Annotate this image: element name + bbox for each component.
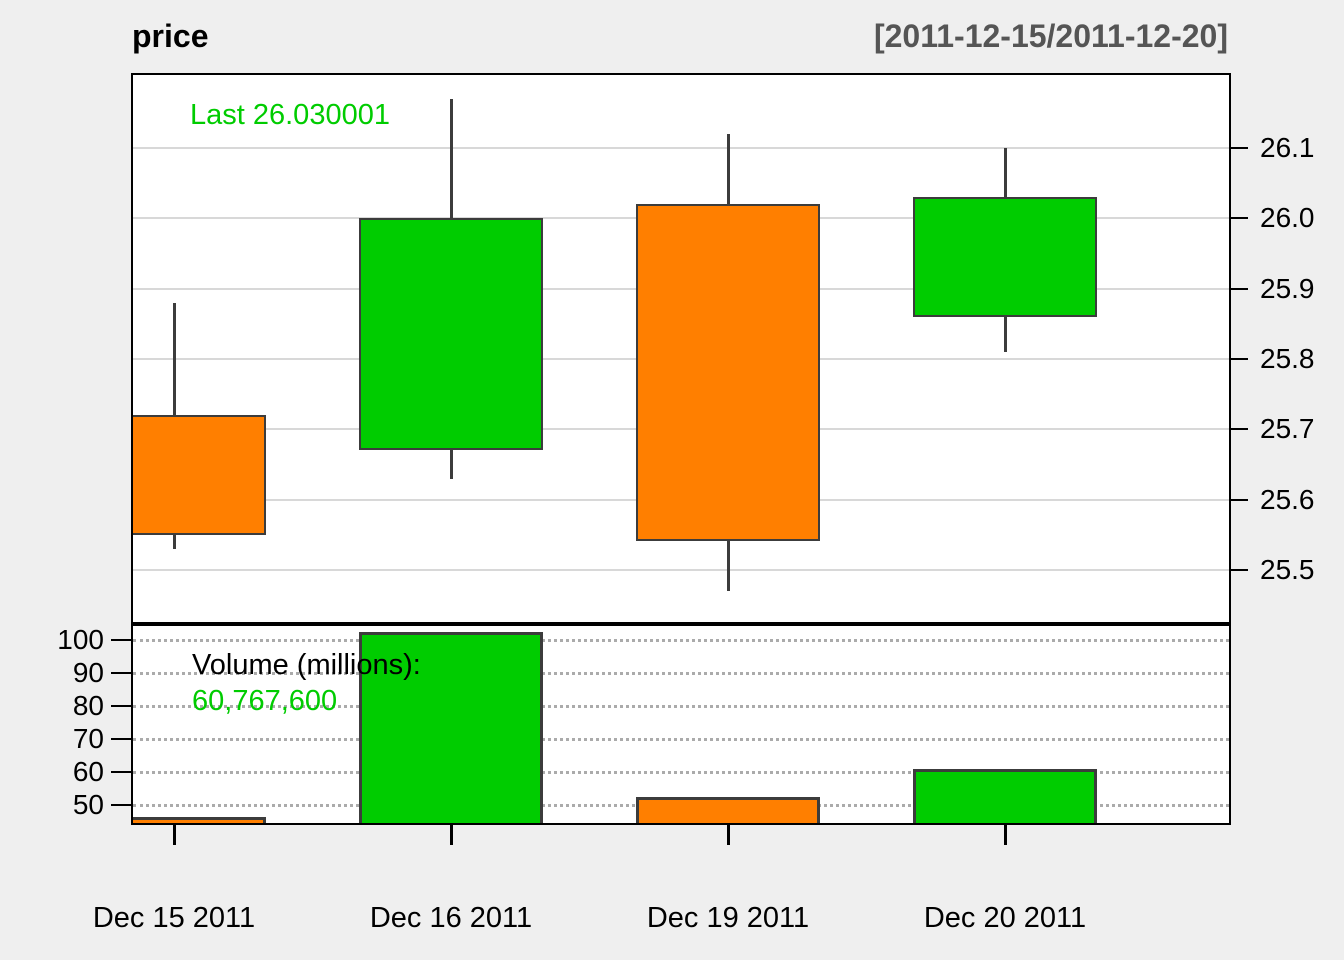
- price-gridline: [133, 569, 1229, 571]
- x-axis-tick: [450, 823, 453, 845]
- candle-body: [359, 218, 543, 450]
- volume-axis-tick: [111, 705, 133, 707]
- price-axis-tick-label: 25.9: [1260, 273, 1315, 304]
- volume-axis-tick: [111, 804, 133, 806]
- volume-bar: [913, 769, 1097, 823]
- volume-bar: [636, 797, 820, 823]
- price-axis-tick: [1229, 428, 1248, 430]
- panel-divider: [133, 622, 1229, 626]
- volume-gridline: [133, 738, 1229, 741]
- price-axis-tick-label: 25.6: [1260, 484, 1315, 515]
- x-axis-tick-label: Dec 19 2011: [646, 902, 810, 934]
- volume-panel-title: Volume (millions):: [192, 649, 421, 681]
- volume-axis-tick: [111, 672, 133, 674]
- price-axis-tick: [1229, 288, 1248, 290]
- price-axis-tick-label: 25.5: [1260, 554, 1315, 585]
- volume-gridline: [133, 672, 1229, 675]
- chart-title: price: [132, 18, 209, 54]
- volume-bar: [133, 817, 266, 823]
- x-axis-tick: [173, 823, 176, 845]
- volume-gridline: [133, 705, 1229, 708]
- volume-axis-tick-label: 90: [72, 657, 104, 688]
- x-axis-tick: [1004, 823, 1007, 845]
- volume-gridline: [133, 771, 1229, 774]
- candle-body: [636, 204, 820, 541]
- price-axis-tick: [1229, 217, 1248, 219]
- price-axis-tick: [1229, 569, 1248, 571]
- price-axis-tick: [1229, 147, 1248, 149]
- volume-axis-tick-label: 80: [72, 690, 104, 721]
- volume-axis-tick: [111, 639, 133, 641]
- volume-axis-tick: [111, 738, 133, 740]
- volume-axis-tick-label: 100: [57, 624, 104, 655]
- x-axis-tick: [727, 823, 730, 845]
- candle-body: [133, 415, 266, 535]
- plot-area: [133, 75, 1229, 823]
- volume-axis-tick-label: 60: [72, 756, 104, 787]
- volume-gridline: [133, 639, 1229, 642]
- candle-body: [913, 197, 1097, 317]
- x-axis-tick-label: Dec 15 2011: [92, 902, 256, 934]
- volume-axis-tick-label: 50: [72, 789, 104, 820]
- x-axis-tick-label: Dec 20 2011: [923, 902, 1087, 934]
- price-axis-tick-label: 26.0: [1260, 202, 1315, 233]
- last-price-label: Last 26.030001: [190, 99, 390, 131]
- volume-last-value: 60,767,600: [192, 685, 338, 717]
- date-range-label: [2011-12-15/2011-12-20]: [873, 18, 1228, 54]
- volume-axis-tick-label: 70: [72, 723, 104, 754]
- x-axis-tick-label: Dec 16 2011: [369, 902, 533, 934]
- volume-axis-tick: [111, 771, 133, 773]
- price-gridline: [133, 147, 1229, 149]
- price-axis-tick: [1229, 499, 1248, 501]
- volume-bar: [359, 632, 543, 823]
- price-axis-tick-label: 25.8: [1260, 343, 1315, 374]
- price-axis-tick-label: 26.1: [1260, 132, 1315, 163]
- price-axis-tick: [1229, 358, 1248, 360]
- price-axis-tick-label: 25.7: [1260, 413, 1315, 444]
